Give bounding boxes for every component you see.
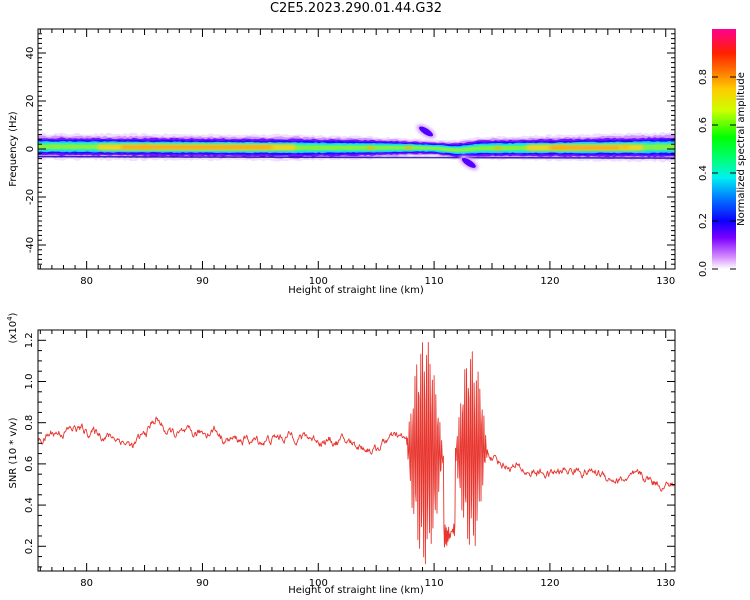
x-tick-label: 130 [656, 276, 675, 287]
y-tick-label: 20 [25, 95, 36, 108]
x-tick-label: 100 [309, 578, 328, 589]
colorbar-tick-label: 0.8 [698, 69, 709, 85]
colorbar-label: Normalized spectral amplitude [736, 72, 747, 226]
x-tick-label: 80 [80, 578, 93, 589]
spectrogram-ticks: 80 90 100 110 120 130 -40 -20 0 20 40 [25, 29, 675, 287]
y-tick-label: 0 [25, 146, 36, 152]
snr-y-axis-label: SNR (10 * v/v) [8, 417, 19, 488]
snr-scale-prefix: (x10 [8, 321, 19, 344]
x-tick-label: 120 [540, 276, 559, 287]
y-tick-label: 0.6 [24, 456, 35, 472]
snr-series-line [38, 342, 675, 565]
x-tick-label: 130 [656, 578, 675, 589]
colorbar-tick-label: 0.4 [698, 165, 709, 181]
hot-spot [366, 146, 375, 150]
band-core-orange [549, 146, 620, 149]
y-tick-label: 1.2 [24, 332, 35, 348]
colorbar-tick-label: 0.2 [698, 213, 709, 229]
chart-title: C2E5.2023.290.01.44.G32 [269, 1, 443, 16]
band-lower-edge [38, 155, 675, 159]
colorbar-ticks: 0.0 0.2 0.4 0.6 0.8 [698, 69, 736, 277]
y-tick-label: 0.8 [24, 415, 35, 431]
x-tick-label: 90 [196, 578, 209, 589]
y-tick-label: 0.2 [24, 538, 35, 554]
snr-frame [37, 329, 676, 572]
snr-scale-suffix: ) [8, 312, 19, 316]
hot-spot [557, 145, 566, 149]
blob-core [461, 157, 476, 168]
hot-spot [621, 145, 630, 149]
hot-spot [493, 146, 502, 150]
spectrogram-x-axis-label: Height of straight line (km) [288, 285, 424, 296]
snr-ticks: 80 90 100 110 120 130 0.2 0.4 0.6 0.8 1.0 1.2 [24, 330, 675, 589]
x-tick-label: 80 [80, 276, 93, 287]
colorbar-tick-label: 0.6 [698, 117, 709, 133]
colorbar: 0.0 0.2 0.4 0.6 0.8 Normalized spectral ampl… [698, 29, 747, 277]
x-tick-label: 90 [196, 276, 209, 287]
colorbar-tick-label: 0.0 [698, 261, 709, 277]
x-tick-label: 120 [540, 578, 559, 589]
x-tick-label: 110 [425, 578, 444, 589]
y-tick-label: 0.4 [24, 497, 35, 513]
snr-panel: 80 90 100 110 120 130 0.2 0.4 0.6 0.8 1.0 1.2 Heigh… [6, 312, 676, 596]
hot-spot [140, 145, 149, 149]
spectrogram-heatmap [38, 124, 675, 171]
blob-core [419, 126, 433, 137]
y-tick-label: 1.0 [24, 374, 35, 390]
snr-scale-exponent: 4 [6, 316, 14, 321]
y-tick-label: 40 [25, 47, 36, 60]
spectrogram-panel: 80 90 100 110 120 130 -40 -20 0 20 40 Height of st… [8, 28, 676, 296]
y-tick-label: -40 [25, 237, 36, 253]
spectrogram-y-axis-label: Frequency (Hz) [8, 111, 19, 187]
snr-x-axis-label: Height of straight line (km) [288, 585, 424, 596]
x-tick-label: 110 [425, 276, 444, 287]
svg-text:(x104): (x104) [6, 312, 19, 343]
snr-y-scale-factor: (x104) [6, 312, 19, 343]
hot-spot [404, 146, 413, 150]
x-tick-label: 100 [309, 276, 328, 287]
band-core-orange [121, 146, 272, 149]
colorbar-gradient [712, 29, 736, 269]
y-tick-label: -20 [25, 189, 36, 205]
